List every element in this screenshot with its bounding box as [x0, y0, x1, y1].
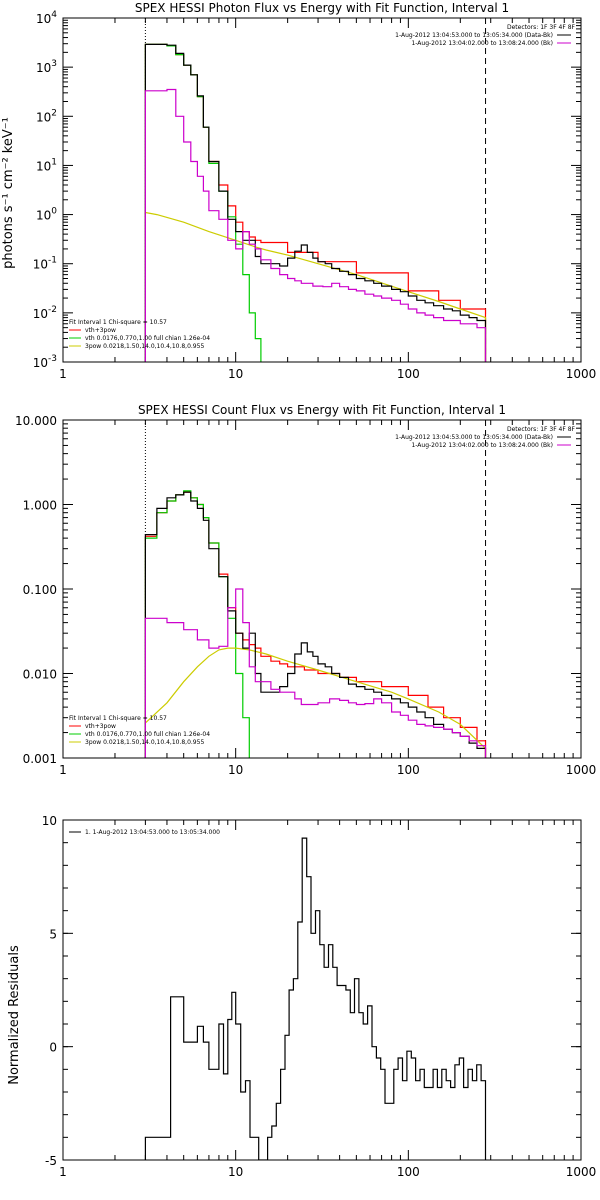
count-flux-x-ticks: 1 10 100 1000 — [59, 420, 596, 777]
count-flux-legend-bottom-left-entry-label: 3pow 0.0218,1.50,14.0,10.4,10.8,0.955 — [85, 739, 204, 746]
photon-flux-series-3 — [144, 43, 487, 362]
photon-flux-title: SPEX HESSI Photon Flux vs Energy with Fi… — [135, 1, 509, 15]
residuals-x-tick-label: 10 — [228, 1165, 243, 1179]
photon-flux-panel: SPEX HESSI Photon Flux vs Energy with Fi… — [1, 1, 596, 381]
count-flux-y-tick-label: 1.000 — [23, 499, 57, 513]
residuals-x-tick-label: 100 — [397, 1165, 420, 1179]
count-flux-series-3 — [144, 491, 487, 758]
photon-flux-legend-top-right: Detectors: 1F 3F 4F 8F1-Aug-2012 13:04:5… — [395, 24, 575, 47]
residuals-y-label: Normalized Residuals — [7, 945, 22, 1085]
count-flux-legend-top-right-header: Detectors: 1F 3F 4F 8F — [507, 426, 576, 433]
photon-flux-x-tick-label: 1 — [59, 367, 67, 381]
residuals-panel: Normalized Residuals 1 10 100 1000 -5 0 5 10 1. … — [7, 814, 596, 1179]
photon-flux-x-tick-label: 100 — [397, 367, 420, 381]
count-flux-legend-top-right-entry-label: 1-Aug-2012 13:04:02.000 to 13:08:24.000 … — [411, 442, 553, 449]
photon-flux-legend-bottom-left-entry-label: vth 0.0176,0.770,1.00 full chian 1.26e-0… — [85, 335, 210, 342]
count-flux-legend-top-right-entry-label: 1-Aug-2012 13:04:53.000 to 13:05:34.000 … — [395, 434, 553, 441]
photon-flux-y-tick-label: 102 — [36, 108, 57, 124]
count-flux-y-tick-label: 0.100 — [23, 583, 57, 597]
photon-flux-legend-top-right-entry-label: 1-Aug-2012 13:04:02.000 to 13:08:24.000 … — [411, 40, 553, 47]
residuals-plot-content: 1 10 100 1000 -5 0 5 10 1. 1-Aug-2012 13:04:53.0… — [42, 814, 597, 1179]
photon-flux-legend-bottom-left-entry-label: 3pow 0.0218,1.50,14.0,10.4,10.8,0.955 — [85, 343, 204, 350]
photon-flux-series-2 — [145, 211, 487, 362]
photon-flux-x-tick-label: 1000 — [566, 367, 597, 381]
count-flux-y-tick-label: 0.001 — [23, 752, 57, 766]
count-flux-panel: SPEX HESSI Count Flux vs Energy with Fit… — [15, 403, 596, 777]
count-flux-plot-content: 1 10 100 1000 0.001 0.010 0.100 1.000 10.000 Dete… — [15, 414, 596, 777]
photon-flux-plot-frame — [62, 17, 582, 363]
residuals-y-tick-label: 10 — [42, 814, 57, 828]
count-flux-legend-bottom-left-entry-label: vth+3pow — [85, 723, 116, 730]
photon-flux-legend-top-right-entry-label: 1-Aug-2012 13:04:53.000 to 13:05:34.000 … — [395, 32, 553, 39]
photon-flux-y-label: photons s⁻¹ cm⁻² keV⁻¹ — [1, 117, 16, 269]
residuals-x-tick-label: 1000 — [566, 1165, 597, 1179]
residuals-plot-frame — [62, 819, 582, 1161]
photon-flux-series-1 — [144, 43, 262, 362]
photon-flux-y-tick-label: 104 — [36, 10, 57, 26]
count-flux-x-tick-label: 100 — [397, 763, 420, 777]
photon-flux-legend-bottom-left-header: Fit Interval 1 Chi-square = 10.57 — [69, 319, 167, 326]
count-flux-y-tick-label: 10.000 — [15, 414, 57, 428]
photon-flux-y-tick-label: 101 — [36, 157, 57, 173]
count-flux-y-tick-label: 0.010 — [23, 668, 57, 682]
residuals-series-0 — [144, 837, 487, 1160]
count-flux-legend-bottom-left: Fit Interval 1 Chi-square = 10.57vth+3po… — [69, 715, 210, 746]
photon-flux-legend-bottom-left-entry-label: vth+3pow — [85, 327, 116, 334]
count-flux-legend-top-right: Detectors: 1F 3F 4F 8F1-Aug-2012 13:04:5… — [395, 426, 575, 449]
photon-flux-y-tick-label: 100 — [36, 207, 57, 223]
photon-flux-y-tick-label: 103 — [36, 59, 57, 75]
count-flux-series-4 — [144, 588, 487, 758]
count-flux-x-tick-label: 10 — [228, 763, 243, 777]
photon-flux-x-ticks: 1 10 100 1000 — [59, 18, 596, 381]
count-flux-x-tick-label: 1 — [59, 763, 67, 777]
photon-flux-series-4 — [144, 88, 487, 362]
count-flux-x-tick-label: 1000 — [566, 763, 597, 777]
count-flux-legend-bottom-left-entry-label: vth 0.0176,0.770,1.00 full chian 1.26e-0… — [85, 731, 210, 738]
photon-flux-legend-bottom-left: Fit Interval 1 Chi-square = 10.57vth+3po… — [69, 319, 210, 350]
count-flux-series-2 — [144, 647, 487, 758]
count-flux-plot-frame — [62, 419, 582, 759]
photon-flux-y-tick-label: 10-2 — [33, 305, 57, 321]
residuals-legend-top-left-entry-label: 1. 1-Aug-2012 13:04:53.000 to 13:05:34.0… — [85, 829, 220, 836]
residuals-legend-top-left: 1. 1-Aug-2012 13:04:53.000 to 13:05:34.0… — [69, 829, 220, 836]
count-flux-title: SPEX HESSI Count Flux vs Energy with Fit… — [138, 403, 506, 417]
residuals-x-tick-label: 1 — [59, 1165, 67, 1179]
photon-flux-x-tick-label: 10 — [228, 367, 243, 381]
photon-flux-y-tick-label: 10-1 — [33, 256, 57, 272]
residuals-y-tick-label: 0 — [49, 1041, 57, 1055]
residuals-y-tick-label: 5 — [49, 927, 57, 941]
photon-flux-legend-top-right-header: Detectors: 1F 3F 4F 8F — [507, 24, 576, 31]
residuals-y-tick-label: -5 — [45, 1154, 57, 1168]
count-flux-legend-bottom-left-header: Fit Interval 1 Chi-square = 10.57 — [69, 715, 167, 722]
photon-flux-y-tick-label: 10-3 — [33, 354, 57, 370]
